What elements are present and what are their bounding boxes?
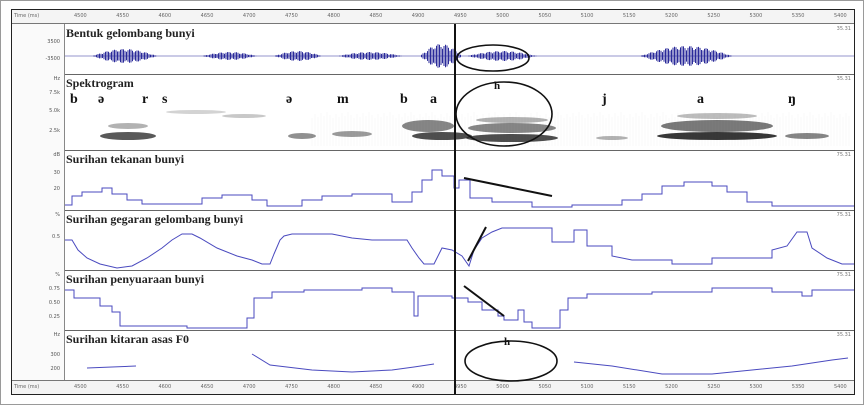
spectral-energy-band — [108, 123, 148, 129]
time-ruler-label: Time (ms) — [14, 384, 39, 390]
phoneme-label: b — [70, 92, 78, 108]
time-tick-label: 4750 — [285, 13, 298, 19]
spectral-energy-band — [412, 132, 472, 140]
phoneme-label: r — [142, 92, 148, 108]
waveform-right-value: 35.31 — [837, 26, 851, 32]
time-tick-label: 5050 — [538, 13, 551, 19]
time-tick-label: 5300 — [750, 384, 763, 390]
pitch-right-value: 35.31 — [837, 332, 851, 338]
intensity-line — [65, 170, 854, 207]
phoneme-label: ŋ — [788, 92, 796, 108]
time-tick-label: 5200 — [665, 384, 678, 390]
time-tick-label: 5350 — [792, 384, 805, 390]
phoneme-label: ə — [286, 92, 292, 108]
time-tick-label: 5000 — [496, 384, 509, 390]
phoneme-label: a — [697, 92, 704, 108]
time-tick-label: 5400 — [834, 13, 847, 19]
time-tick-label: 5200 — [665, 13, 678, 19]
time-tick-label: 5350 — [792, 13, 805, 19]
pitch-contour — [252, 354, 434, 372]
time-tick-label: 5150 — [623, 13, 636, 19]
phoneme-label: s — [162, 92, 167, 108]
pitch-contour — [574, 358, 848, 374]
pitch-panel[interactable]: Hz 300 200 Surihan kitaran asas F0 35.31… — [12, 330, 854, 380]
time-tick-label: 4900 — [412, 384, 425, 390]
time-tick-label: 4700 — [243, 13, 256, 19]
phoneme-label: a — [430, 92, 437, 108]
time-ruler-label: Time (ms) — [14, 13, 39, 19]
time-tick-label: 4900 — [412, 13, 425, 19]
time-tick-label: 4850 — [370, 384, 383, 390]
amplitude-right-value: 75.31 — [837, 212, 851, 218]
voicing-title: Surihan penyuaraan bunyi — [66, 272, 204, 287]
pitch-title: Surihan kitaran asas F0 — [66, 332, 189, 347]
time-tick-label: 4600 — [158, 13, 171, 19]
time-tick-label: 5100 — [581, 384, 594, 390]
amplitude-panel[interactable]: % 0.5 Surihan gegaran gelombang bunyi 75… — [12, 210, 854, 271]
phoneme-label: b — [400, 92, 408, 108]
spectrogram-right-value: 35.31 — [837, 76, 851, 82]
waveform-panel[interactable]: 3500 -3500 Bentuk gelombang bunyi 35.31 — [12, 24, 854, 75]
time-tick-label: 5050 — [538, 384, 551, 390]
analysis-window: Time (ms) 4500 4550 4600 4650 4700 4750 4800 48… — [11, 9, 855, 395]
time-tick-label: 4850 — [370, 13, 383, 19]
time-tick-label: 4650 — [201, 384, 214, 390]
time-tick-label: 5150 — [623, 384, 636, 390]
time-tick-label: 5000 — [496, 13, 509, 19]
time-tick-label: 4950 — [454, 13, 467, 19]
time-tick-label: 4600 — [158, 384, 171, 390]
spectrogram-title: Spektrogram — [66, 76, 134, 91]
phoneme-label: h — [494, 80, 500, 92]
time-tick-label: 4950 — [454, 384, 467, 390]
time-tick-label: 5250 — [707, 384, 720, 390]
phoneme-label: m — [337, 92, 349, 108]
phoneme-label: ə — [98, 92, 104, 108]
voicing-right-value: 75.31 — [837, 272, 851, 278]
time-tick-label: 4500 — [74, 384, 87, 390]
pitch-contour — [87, 366, 136, 368]
pitch-annotation-label: h — [504, 336, 510, 348]
phoneme-label: j — [602, 92, 607, 108]
amplitude-title: Surihan gegaran gelombang bunyi — [66, 212, 243, 227]
time-tick-label: 4750 — [285, 384, 298, 390]
time-tick-label: 5400 — [834, 384, 847, 390]
spectral-energy-band — [100, 132, 156, 140]
spectral-energy-band — [222, 114, 266, 118]
amplitude-line — [65, 228, 854, 268]
intensity-title: Surihan tekanan bunyi — [66, 152, 184, 167]
time-tick-label: 4650 — [201, 13, 214, 19]
time-tick-label: 4800 — [327, 13, 340, 19]
spectral-energy-band — [402, 120, 454, 132]
time-tick-label: 4550 — [116, 384, 129, 390]
time-ruler-bottom: Time (ms) 4500 4550 4600 4650 4700 4750 4800 48… — [12, 380, 854, 394]
intensity-right-value: 75.31 — [837, 152, 851, 158]
time-tick-label: 4500 — [74, 13, 87, 19]
spectrogram-image — [12, 74, 854, 150]
voicing-panel[interactable]: % 0.75 0.50 0.25 Surihan penyuaraan buny… — [12, 270, 854, 331]
time-tick-label: 4550 — [116, 13, 129, 19]
time-tick-label: 4800 — [327, 384, 340, 390]
time-tick-label: 5300 — [750, 13, 763, 19]
spectral-energy-band — [166, 110, 226, 114]
waveform-title: Bentuk gelombang bunyi — [66, 26, 195, 41]
intensity-panel[interactable]: dB 30 20 Surihan tekanan bunyi 75.31 — [12, 150, 854, 211]
time-tick-label: 5250 — [707, 13, 720, 19]
spectrogram-panel[interactable]: Hz 7.5k 5.0k 2.5k Spektrogram 35.31 b ə … — [12, 74, 854, 151]
time-tick-label: 4700 — [243, 384, 256, 390]
time-ruler-top: Time (ms) 4500 4550 4600 4650 4700 4750 4800 48… — [12, 10, 854, 24]
time-tick-label: 5100 — [581, 13, 594, 19]
voicing-line — [65, 288, 854, 328]
